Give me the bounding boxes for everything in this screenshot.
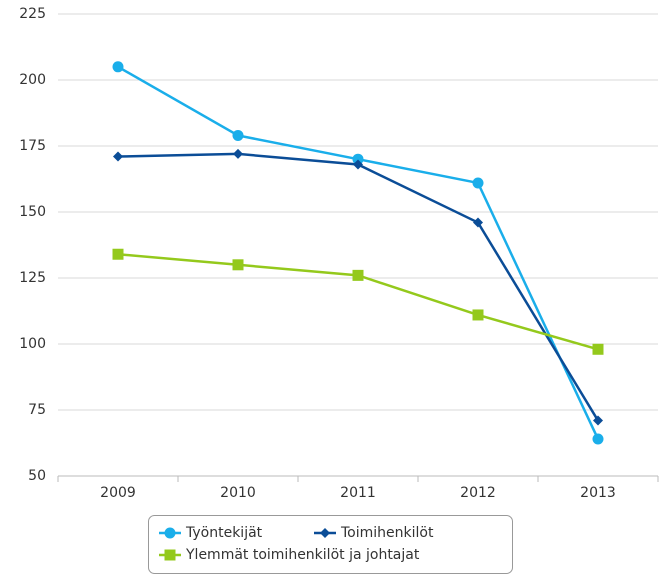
data-point: [472, 177, 484, 189]
data-point: [112, 61, 124, 73]
legend-label: Työntekijät: [185, 525, 263, 541]
y-tick-label: 200: [19, 72, 46, 88]
y-tick-label: 150: [19, 204, 46, 220]
legend-marker: [164, 549, 176, 561]
x-tick-label: 2009: [100, 485, 136, 501]
data-point: [472, 309, 484, 321]
data-point: [473, 217, 483, 228]
data-point: [352, 269, 364, 281]
data-point: [232, 129, 244, 141]
data-point: [232, 259, 244, 271]
data-point: [352, 153, 364, 165]
y-tick-label: 100: [19, 336, 46, 352]
y-tick-label: 175: [19, 138, 46, 154]
x-tick-label: 2010: [220, 485, 256, 501]
y-tick-label: 125: [19, 270, 46, 286]
legend-label: Toimihenkilöt: [340, 525, 434, 541]
y-tick-label: 50: [28, 468, 46, 484]
y-tick-label: 225: [19, 6, 46, 22]
legend-label: Ylemmät toimihenkilöt ja johtajat: [185, 547, 420, 563]
x-tick-label: 2012: [460, 485, 496, 501]
data-point: [593, 415, 603, 426]
data-point: [113, 151, 123, 162]
legend-marker: [320, 528, 330, 538]
legend-marker: [164, 527, 176, 539]
x-tick-label: 2011: [340, 485, 376, 501]
data-point: [233, 148, 243, 159]
x-tick-label: 2013: [580, 485, 616, 501]
series-line: [117, 65, 600, 440]
data-point: [112, 248, 124, 260]
legend-box: [148, 515, 513, 574]
data-point: [592, 433, 604, 445]
y-tick-label: 75: [28, 402, 46, 418]
data-point: [353, 159, 363, 170]
data-point: [592, 343, 604, 355]
